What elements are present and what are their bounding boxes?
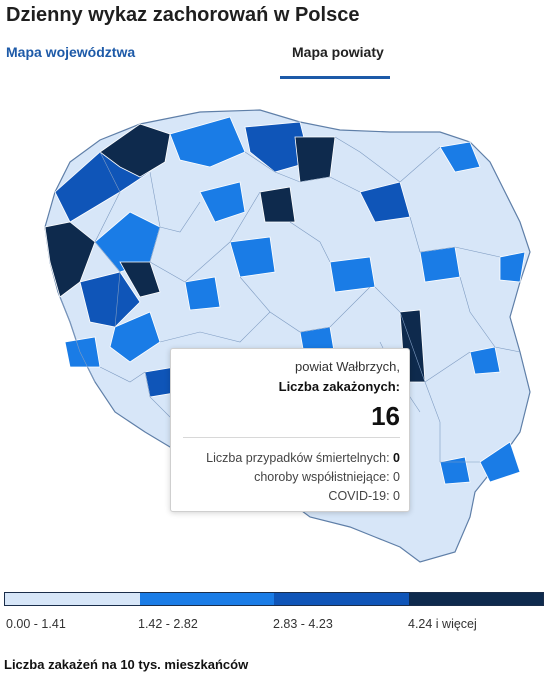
county-tooltip: powiat Wałbrzych, Liczba zakażonych: 16 … [170, 348, 410, 512]
legend-swatch-1 [5, 593, 140, 605]
county-border-line [59, 296, 96, 383]
county-border-line [99, 366, 176, 423]
legend-label-3: 2.83 - 4.23 [273, 617, 333, 631]
tooltip-covid-row: COVID-19: 0 [328, 489, 400, 503]
county-fills [44, 116, 526, 485]
tooltip-deaths-value: 0 [393, 451, 400, 465]
legend-label-4: 4.24 i więcej [408, 617, 477, 631]
county-border-line [289, 221, 331, 263]
county-region [439, 141, 481, 173]
county-region [184, 276, 221, 311]
tooltip-deaths-label: Liczba przypadków śmiertelnych: [206, 451, 390, 465]
county-border-line [159, 201, 201, 233]
county-border-line [459, 276, 521, 353]
county-region [229, 236, 276, 278]
county-region [329, 256, 376, 293]
tooltip-deaths-row: Liczba przypadków śmiertelnych: 0 [206, 451, 400, 465]
county-region [244, 121, 311, 173]
county-border-line [159, 311, 271, 343]
page-title: Dzienny wykaz zachorowań w Polsce [6, 4, 360, 26]
tooltip-divider [183, 437, 400, 438]
county-border-line [239, 276, 371, 333]
county-border-line [94, 151, 121, 328]
county-region [99, 123, 171, 178]
county-region [109, 311, 161, 363]
legend-swatch-4 [408, 593, 543, 605]
legend-caption: Liczba zakażeń na 10 tys. mieszkańców [4, 657, 249, 672]
tooltip-covid-label: COVID-19: [328, 489, 390, 503]
legend-swatch-3 [274, 593, 409, 605]
county-border-line [409, 216, 501, 258]
active-tab-indicator [280, 76, 390, 79]
tooltip-infected-value: 16 [371, 401, 400, 431]
county-region [294, 136, 336, 183]
county-region [499, 251, 526, 283]
legend-label-1: 0.00 - 1.41 [6, 617, 66, 631]
county-region [199, 181, 246, 223]
tab-mapa-powiaty[interactable]: Mapa powiaty [292, 44, 384, 60]
county-region [419, 246, 461, 283]
county-border-line [424, 381, 480, 463]
county-region [469, 346, 501, 375]
county-border-line [149, 171, 261, 283]
county-region [479, 441, 521, 483]
tooltip-covid-value: 0 [393, 489, 400, 503]
legend-swatch-2 [139, 593, 274, 605]
county-region [64, 336, 101, 368]
tooltip-comorbidities-value: 0 [393, 470, 400, 484]
legend-label-2: 1.42 - 2.82 [138, 617, 198, 631]
county-border-line [374, 286, 471, 383]
county-region [79, 271, 141, 328]
county-region [169, 116, 246, 168]
county-region [119, 261, 161, 298]
tooltip-infected-label: Liczba zakażonych: [278, 379, 400, 394]
county-border-line [244, 151, 361, 193]
tooltip-comorbidities-label: choroby współistniejące: [254, 470, 390, 484]
county-border-line [334, 136, 441, 183]
tooltip-county-name: powiat Wałbrzych, [295, 359, 400, 374]
county-region [439, 456, 471, 485]
tab-mapa-wojewodztwa[interactable]: Mapa województwa [6, 44, 136, 60]
tooltip-comorbidities-row: choroby współistniejące: 0 [254, 470, 400, 484]
legend-color-scale [4, 592, 544, 606]
county-region [259, 186, 296, 223]
